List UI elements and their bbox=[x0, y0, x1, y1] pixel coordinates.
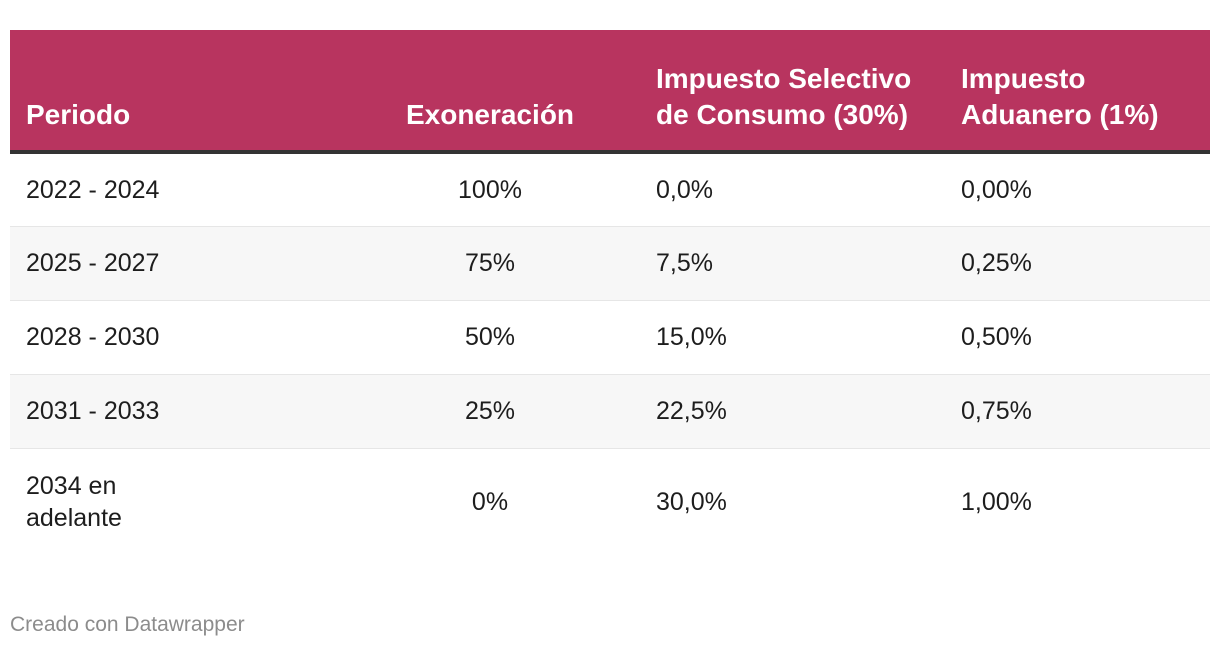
column-header-periodo[interactable]: Periodo bbox=[10, 30, 340, 154]
cell-exoneracion: 25% bbox=[340, 374, 640, 449]
cell-impuesto-aduanero: 0,50% bbox=[945, 300, 1210, 375]
cell-impuesto-selectivo: 22,5% bbox=[640, 374, 945, 449]
column-header-exoneracion[interactable]: Exoneración bbox=[340, 30, 640, 154]
cell-periodo: 2022 - 2024 bbox=[10, 152, 340, 227]
cell-impuesto-selectivo: 15,0% bbox=[640, 300, 945, 375]
column-header-impuesto-selectivo[interactable]: Impuesto Selectivo de Consumo (30%) bbox=[640, 30, 945, 154]
cell-periodo: 2034 en adelante bbox=[26, 472, 122, 533]
cell-periodo: 2028 - 2030 bbox=[10, 300, 340, 375]
cell-periodo: 2031 - 2033 bbox=[10, 374, 340, 449]
table-row: 2031 - 2033 25% 22,5% 0,75% bbox=[10, 374, 1210, 449]
data-table-container: Periodo Exoneración Impuesto Selectivo d… bbox=[10, 30, 1210, 556]
table-header-row: Periodo Exoneración Impuesto Selectivo d… bbox=[10, 30, 1210, 154]
cell-impuesto-selectivo: 0,0% bbox=[640, 152, 945, 227]
datawrapper-credit[interactable]: Creado con Datawrapper bbox=[10, 613, 245, 636]
column-header-impuesto-aduanero[interactable]: Impuesto Aduanero (1%) bbox=[945, 30, 1210, 154]
data-table: Periodo Exoneración Impuesto Selectivo d… bbox=[10, 30, 1210, 556]
cell-impuesto-selectivo: 7,5% bbox=[640, 226, 945, 301]
cell-exoneracion: 100% bbox=[340, 152, 640, 227]
cell-exoneracion: 75% bbox=[340, 226, 640, 301]
cell-exoneracion: 0% bbox=[471, 488, 509, 517]
cell-impuesto-selectivo: 30,0% bbox=[656, 488, 727, 517]
table-row: 2028 - 2030 50% 15,0% 0,50% bbox=[10, 300, 1210, 375]
cell-exoneracion: 50% bbox=[340, 300, 640, 375]
cell-impuesto-aduanero: 1,00% bbox=[961, 488, 1032, 517]
table-row: 2034 en adelante 0% 30,0% 1,00% bbox=[10, 448, 1210, 556]
table-row: 2025 - 2027 75% 7,5% 0,25% bbox=[10, 226, 1210, 301]
table-row: 2022 - 2024 100% 0,0% 0,00% bbox=[10, 152, 1210, 227]
cell-periodo: 2025 - 2027 bbox=[10, 226, 340, 301]
cell-impuesto-aduanero: 0,25% bbox=[945, 226, 1210, 301]
cell-impuesto-aduanero: 0,75% bbox=[945, 374, 1210, 449]
cell-impuesto-aduanero: 0,00% bbox=[945, 152, 1210, 227]
